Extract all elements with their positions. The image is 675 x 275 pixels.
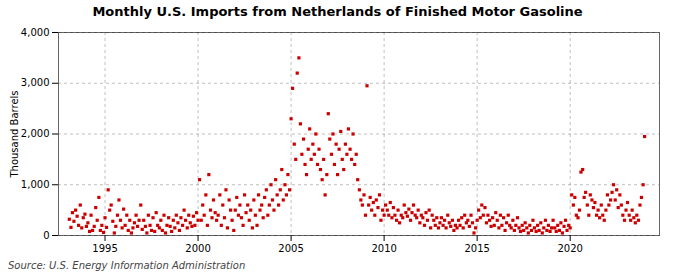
svg-text:2010: 2010 [371,243,396,254]
html-text:Monthly U.S. Imports from Neth: Monthly U.S. Imports from Netherlands of… [92,4,583,19]
svg-text:2005: 2005 [278,243,303,254]
svg-text:3,000: 3,000 [21,77,50,88]
svg-text:2015: 2015 [464,243,489,254]
svg-text:0: 0 [43,230,49,241]
svg-text:4,000: 4,000 [21,27,50,38]
svg-text:2000: 2000 [185,243,210,254]
svg-text:2020: 2020 [557,243,582,254]
svg-text:1,000: 1,000 [21,179,50,190]
svg-text:Thousand Barrels: Thousand Barrels [9,90,20,178]
svg-text:1995: 1995 [92,243,117,254]
svg-text:2,000: 2,000 [21,128,50,139]
html-text:Source: U.S. Energy Informatio: Source: U.S. Energy Information Administ… [8,260,246,271]
